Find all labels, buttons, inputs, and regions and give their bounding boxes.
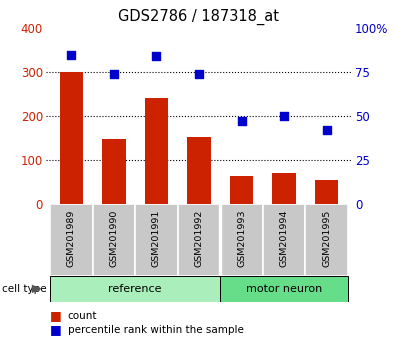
Point: [281, 113, 287, 119]
Text: reference: reference: [108, 284, 162, 294]
Bar: [50, 276, 220, 302]
Text: cell type: cell type: [2, 284, 47, 294]
Text: GSM201991: GSM201991: [152, 210, 161, 267]
Bar: [187, 137, 211, 204]
Bar: [220, 276, 348, 302]
Bar: [178, 204, 220, 276]
Text: GSM201993: GSM201993: [237, 210, 246, 267]
Point: [196, 71, 202, 77]
Text: ■: ■: [50, 309, 62, 322]
Text: percentile rank within the sample: percentile rank within the sample: [68, 325, 244, 335]
Bar: [50, 204, 93, 276]
Text: GSM201992: GSM201992: [195, 210, 203, 267]
Text: motor neuron: motor neuron: [246, 284, 322, 294]
Bar: [102, 139, 126, 204]
Bar: [305, 204, 348, 276]
Text: GSM201994: GSM201994: [280, 210, 289, 267]
Text: count: count: [68, 311, 97, 321]
Text: GSM201995: GSM201995: [322, 210, 331, 267]
Text: GDS2786 / 187318_at: GDS2786 / 187318_at: [119, 9, 279, 25]
Point: [238, 118, 245, 124]
Bar: [60, 72, 83, 204]
Bar: [315, 180, 338, 204]
Point: [153, 53, 160, 59]
Text: GSM201989: GSM201989: [67, 210, 76, 267]
Bar: [145, 98, 168, 204]
Bar: [230, 176, 253, 204]
Text: ■: ■: [50, 324, 62, 336]
Bar: [135, 204, 178, 276]
Bar: [93, 204, 135, 276]
Bar: [272, 173, 296, 204]
Point: [68, 52, 74, 57]
Bar: [220, 204, 263, 276]
Bar: [263, 204, 305, 276]
Point: [111, 71, 117, 77]
Text: GSM201990: GSM201990: [109, 210, 118, 267]
Point: [324, 127, 330, 133]
